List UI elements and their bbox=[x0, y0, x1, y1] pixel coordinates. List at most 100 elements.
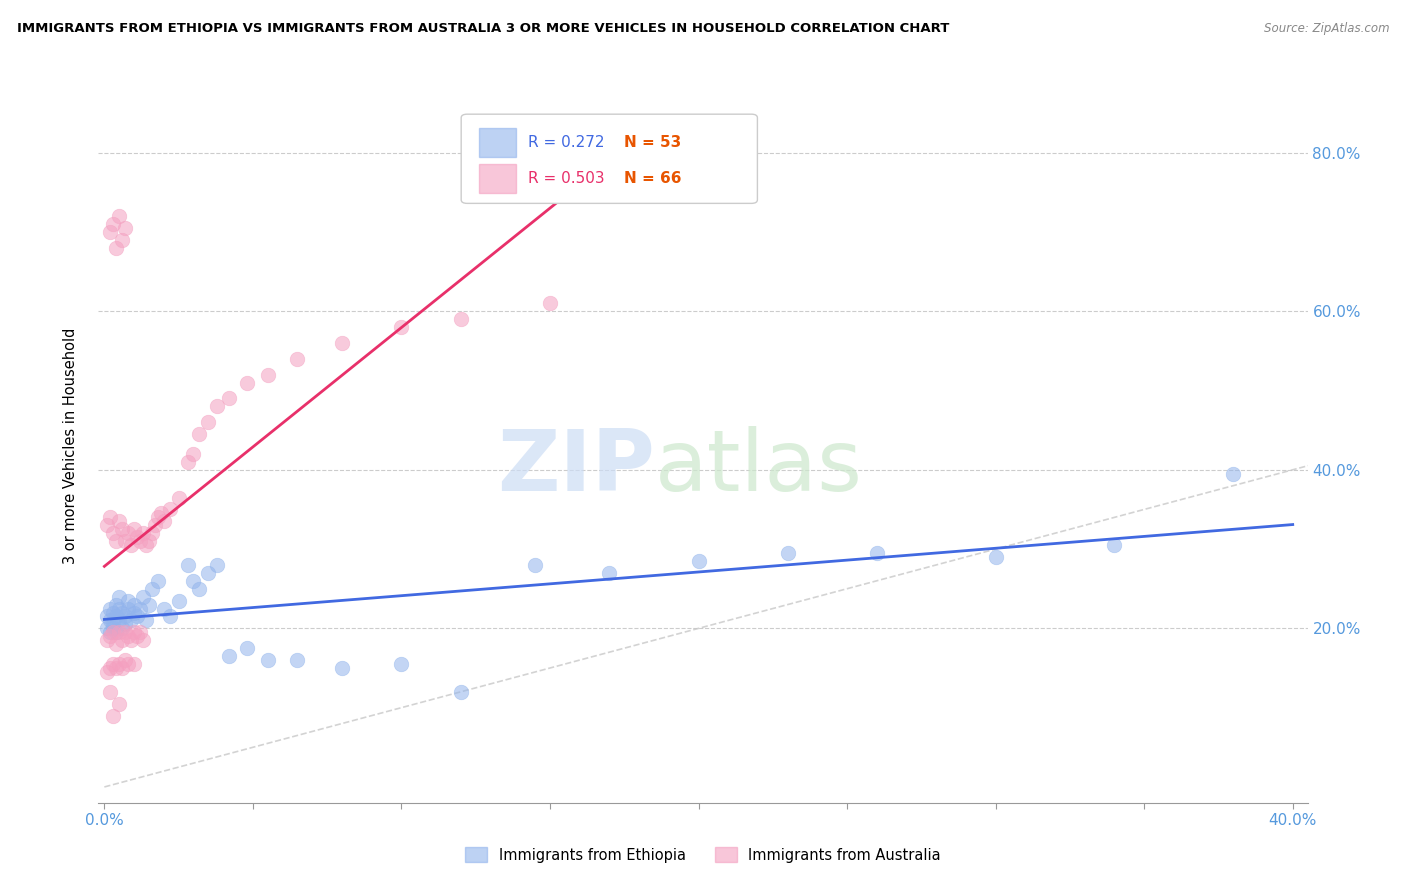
Point bbox=[108, 209, 131, 223]
Point bbox=[108, 697, 131, 711]
Point bbox=[218, 649, 240, 664]
Point bbox=[103, 217, 125, 231]
Point bbox=[117, 593, 139, 607]
Point bbox=[450, 685, 472, 699]
Point bbox=[159, 502, 181, 516]
Point bbox=[330, 335, 353, 350]
Point bbox=[256, 653, 278, 667]
FancyBboxPatch shape bbox=[479, 164, 516, 193]
Point bbox=[117, 526, 139, 541]
Point bbox=[391, 320, 413, 334]
Point bbox=[152, 514, 174, 528]
Point bbox=[108, 590, 131, 604]
Point bbox=[122, 522, 145, 536]
Point bbox=[138, 598, 160, 612]
Point bbox=[125, 530, 148, 544]
Point bbox=[129, 601, 152, 615]
Y-axis label: 3 or more Vehicles in Household: 3 or more Vehicles in Household bbox=[63, 328, 77, 564]
Point bbox=[98, 510, 121, 524]
Point bbox=[96, 633, 118, 648]
Point bbox=[129, 534, 152, 549]
Point bbox=[330, 661, 353, 675]
Point bbox=[598, 566, 620, 580]
Point bbox=[132, 590, 155, 604]
Text: IMMIGRANTS FROM ETHIOPIA VS IMMIGRANTS FROM AUSTRALIA 3 OR MORE VEHICLES IN HOUS: IMMIGRANTS FROM ETHIOPIA VS IMMIGRANTS F… bbox=[17, 22, 949, 36]
Point bbox=[1222, 467, 1244, 481]
Point bbox=[105, 609, 128, 624]
Point bbox=[152, 601, 174, 615]
Point bbox=[114, 653, 136, 667]
Point bbox=[96, 621, 118, 635]
Point bbox=[1104, 538, 1126, 552]
Point bbox=[98, 685, 121, 699]
Point bbox=[129, 625, 152, 640]
Point bbox=[135, 614, 157, 628]
Point bbox=[103, 657, 125, 671]
Point bbox=[114, 609, 136, 624]
Point bbox=[103, 621, 125, 635]
Point bbox=[111, 661, 134, 675]
Point bbox=[105, 637, 128, 651]
Point bbox=[391, 657, 413, 671]
Legend: Immigrants from Ethiopia, Immigrants from Australia: Immigrants from Ethiopia, Immigrants fro… bbox=[460, 841, 946, 869]
Point bbox=[125, 629, 148, 643]
Point bbox=[776, 546, 799, 560]
Point bbox=[105, 241, 128, 255]
Point bbox=[207, 400, 229, 414]
Text: R = 0.272: R = 0.272 bbox=[527, 136, 605, 150]
Point bbox=[96, 665, 118, 679]
Point bbox=[122, 598, 145, 612]
Point bbox=[688, 554, 710, 568]
Point bbox=[117, 601, 139, 615]
Point bbox=[108, 514, 131, 528]
Point bbox=[135, 538, 157, 552]
Point bbox=[287, 653, 309, 667]
FancyBboxPatch shape bbox=[479, 128, 516, 157]
Point bbox=[149, 507, 172, 521]
Point bbox=[132, 633, 155, 648]
Point bbox=[108, 614, 131, 628]
Point bbox=[105, 661, 128, 675]
Point bbox=[98, 614, 121, 628]
Point bbox=[167, 593, 190, 607]
Point bbox=[103, 606, 125, 620]
Point bbox=[108, 625, 131, 640]
Point bbox=[183, 574, 205, 588]
Point bbox=[183, 447, 205, 461]
Point bbox=[114, 617, 136, 632]
Point bbox=[122, 657, 145, 671]
Point bbox=[98, 225, 121, 239]
Point bbox=[117, 657, 139, 671]
Text: atlas: atlas bbox=[655, 425, 863, 509]
Point bbox=[176, 455, 198, 469]
Point bbox=[117, 629, 139, 643]
Point bbox=[538, 296, 561, 310]
Point bbox=[114, 221, 136, 235]
FancyBboxPatch shape bbox=[461, 114, 758, 203]
Point bbox=[96, 518, 118, 533]
Point bbox=[96, 609, 118, 624]
Point bbox=[111, 621, 134, 635]
Point bbox=[103, 617, 125, 632]
Point bbox=[114, 625, 136, 640]
Point bbox=[141, 582, 163, 596]
Point bbox=[236, 376, 259, 390]
Point bbox=[197, 415, 219, 429]
Text: Source: ZipAtlas.com: Source: ZipAtlas.com bbox=[1264, 22, 1389, 36]
Point bbox=[120, 538, 142, 552]
Point bbox=[103, 526, 125, 541]
Text: R = 0.503: R = 0.503 bbox=[527, 171, 605, 186]
Point bbox=[141, 526, 163, 541]
Point bbox=[176, 558, 198, 572]
Point bbox=[207, 558, 229, 572]
Point bbox=[256, 368, 278, 382]
Point bbox=[111, 233, 134, 247]
Point bbox=[120, 614, 142, 628]
Point bbox=[236, 641, 259, 656]
Point bbox=[111, 633, 134, 648]
Text: N = 66: N = 66 bbox=[624, 171, 682, 186]
Text: ZIP: ZIP bbox=[496, 425, 655, 509]
Point bbox=[132, 526, 155, 541]
Point bbox=[866, 546, 889, 560]
Point bbox=[120, 633, 142, 648]
